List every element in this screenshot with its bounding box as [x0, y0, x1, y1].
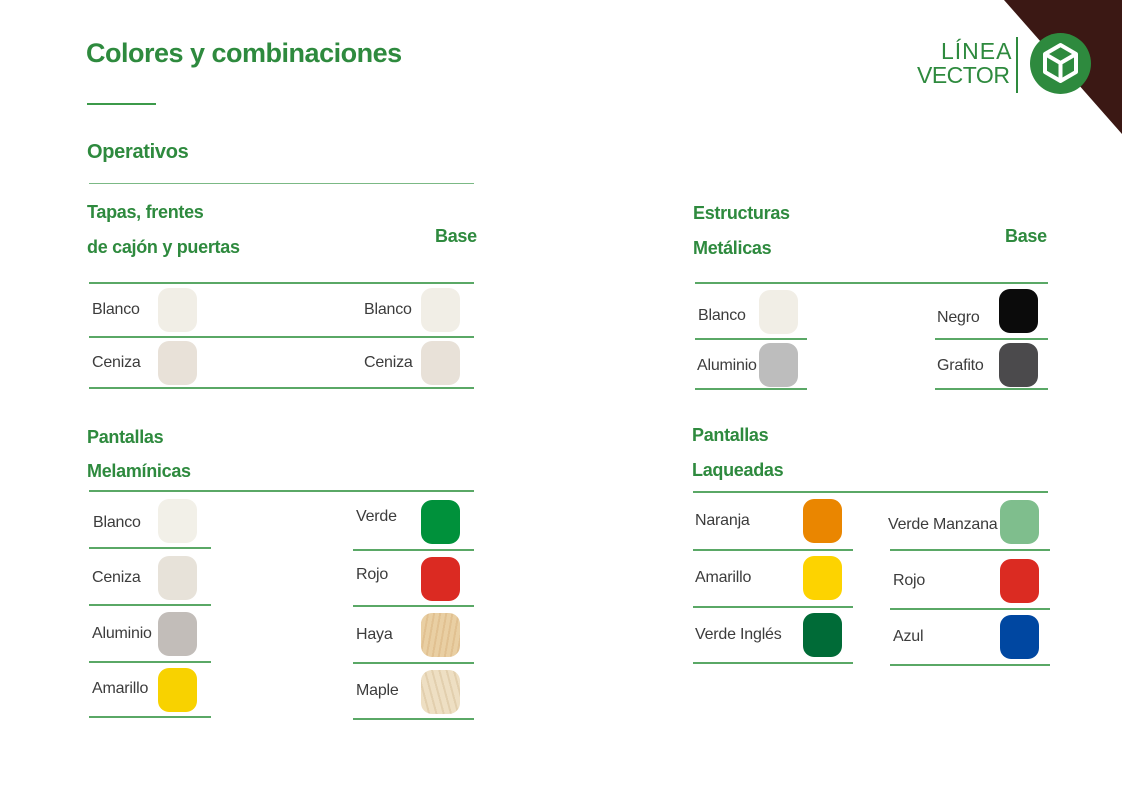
- divider: [89, 183, 474, 184]
- divider: [693, 662, 853, 664]
- color-label: Naranja: [695, 512, 750, 529]
- divider: [89, 282, 474, 284]
- color-swatch: [158, 612, 197, 656]
- color-label: Amarillo: [695, 569, 752, 586]
- color-swatch: [759, 290, 798, 334]
- color-label: Grafito: [937, 357, 984, 374]
- color-label: Blanco: [698, 307, 746, 324]
- color-swatch: [803, 499, 842, 543]
- divider: [890, 549, 1050, 551]
- melaminicas-header-line2: Melamínicas: [87, 461, 191, 481]
- logo-text-linea: LÍNEA: [941, 38, 1013, 64]
- color-label: Verde Manzana: [888, 516, 998, 533]
- color-swatch: [158, 288, 197, 332]
- color-label: Aluminio: [697, 357, 757, 374]
- color-label: Verde Inglés: [695, 626, 782, 643]
- color-swatch: [1000, 500, 1039, 544]
- divider: [89, 490, 474, 492]
- divider: [89, 547, 211, 549]
- color-swatch: [999, 343, 1038, 387]
- melaminicas-header-line1: Pantallas: [87, 427, 164, 447]
- color-label: Blanco: [364, 301, 412, 318]
- color-swatch: [421, 670, 460, 714]
- color-label: Blanco: [92, 301, 140, 318]
- color-label: Ceniza: [92, 354, 141, 371]
- color-label: Rojo: [893, 572, 926, 589]
- color-label: Azul: [893, 628, 924, 645]
- divider: [695, 388, 807, 390]
- divider: [353, 605, 474, 607]
- color-swatch: [158, 668, 197, 712]
- estructuras-header-line2: Metálicas: [693, 238, 772, 258]
- color-label: Ceniza: [364, 354, 413, 371]
- divider: [89, 604, 211, 606]
- color-swatch: [1000, 559, 1039, 603]
- divider: [353, 549, 474, 551]
- divider: [353, 718, 474, 720]
- color-swatch: [158, 341, 197, 385]
- color-swatch: [421, 613, 460, 657]
- logo-text-vector: VECTOR: [917, 62, 1010, 88]
- divider: [693, 491, 1048, 493]
- base-header: Base: [435, 226, 477, 246]
- divider: [693, 606, 853, 608]
- color-swatch: [421, 341, 460, 385]
- divider: [890, 608, 1050, 610]
- color-swatch: [759, 343, 798, 387]
- color-label: Aluminio: [92, 625, 152, 642]
- color-label: Verde: [356, 508, 397, 525]
- color-swatch: [999, 289, 1038, 333]
- base-header-estructuras: Base: [1005, 226, 1047, 246]
- color-swatch: [158, 499, 197, 543]
- color-label: Blanco: [93, 514, 141, 531]
- divider: [693, 549, 853, 551]
- color-label: Maple: [356, 682, 399, 699]
- tapas-header-line1: Tapas, frentes: [87, 202, 204, 222]
- color-swatch: [421, 557, 460, 601]
- divider: [89, 387, 474, 389]
- section-title-operativos: Operativos: [87, 141, 189, 163]
- laqueadas-header-line1: Pantallas: [692, 425, 769, 445]
- divider: [890, 664, 1050, 666]
- title-underline: [87, 103, 156, 105]
- tapas-header-line2: de cajón y puertas: [87, 237, 240, 257]
- laqueadas-header-line2: Laqueadas: [692, 460, 784, 480]
- divider: [695, 282, 1048, 284]
- divider: [89, 336, 474, 338]
- divider: [695, 338, 807, 340]
- page-title: Colores y combinaciones: [86, 38, 402, 68]
- color-label: Amarillo: [92, 680, 149, 697]
- divider: [935, 338, 1048, 340]
- divider: [89, 661, 211, 663]
- color-swatch: [1000, 615, 1039, 659]
- color-label: Rojo: [356, 566, 389, 583]
- color-swatch: [421, 288, 460, 332]
- color-swatch: [158, 556, 197, 600]
- divider: [935, 388, 1048, 390]
- logo-divider: [1016, 37, 1018, 93]
- estructuras-header-line1: Estructuras: [693, 203, 790, 223]
- color-label: Haya: [356, 626, 393, 643]
- logo-cube-icon: [1030, 33, 1091, 94]
- color-label: Ceniza: [92, 569, 141, 586]
- color-swatch: [421, 500, 460, 544]
- color-swatch: [803, 613, 842, 657]
- divider: [353, 662, 474, 664]
- color-label: Negro: [937, 309, 980, 326]
- color-swatch: [803, 556, 842, 600]
- divider: [89, 716, 211, 718]
